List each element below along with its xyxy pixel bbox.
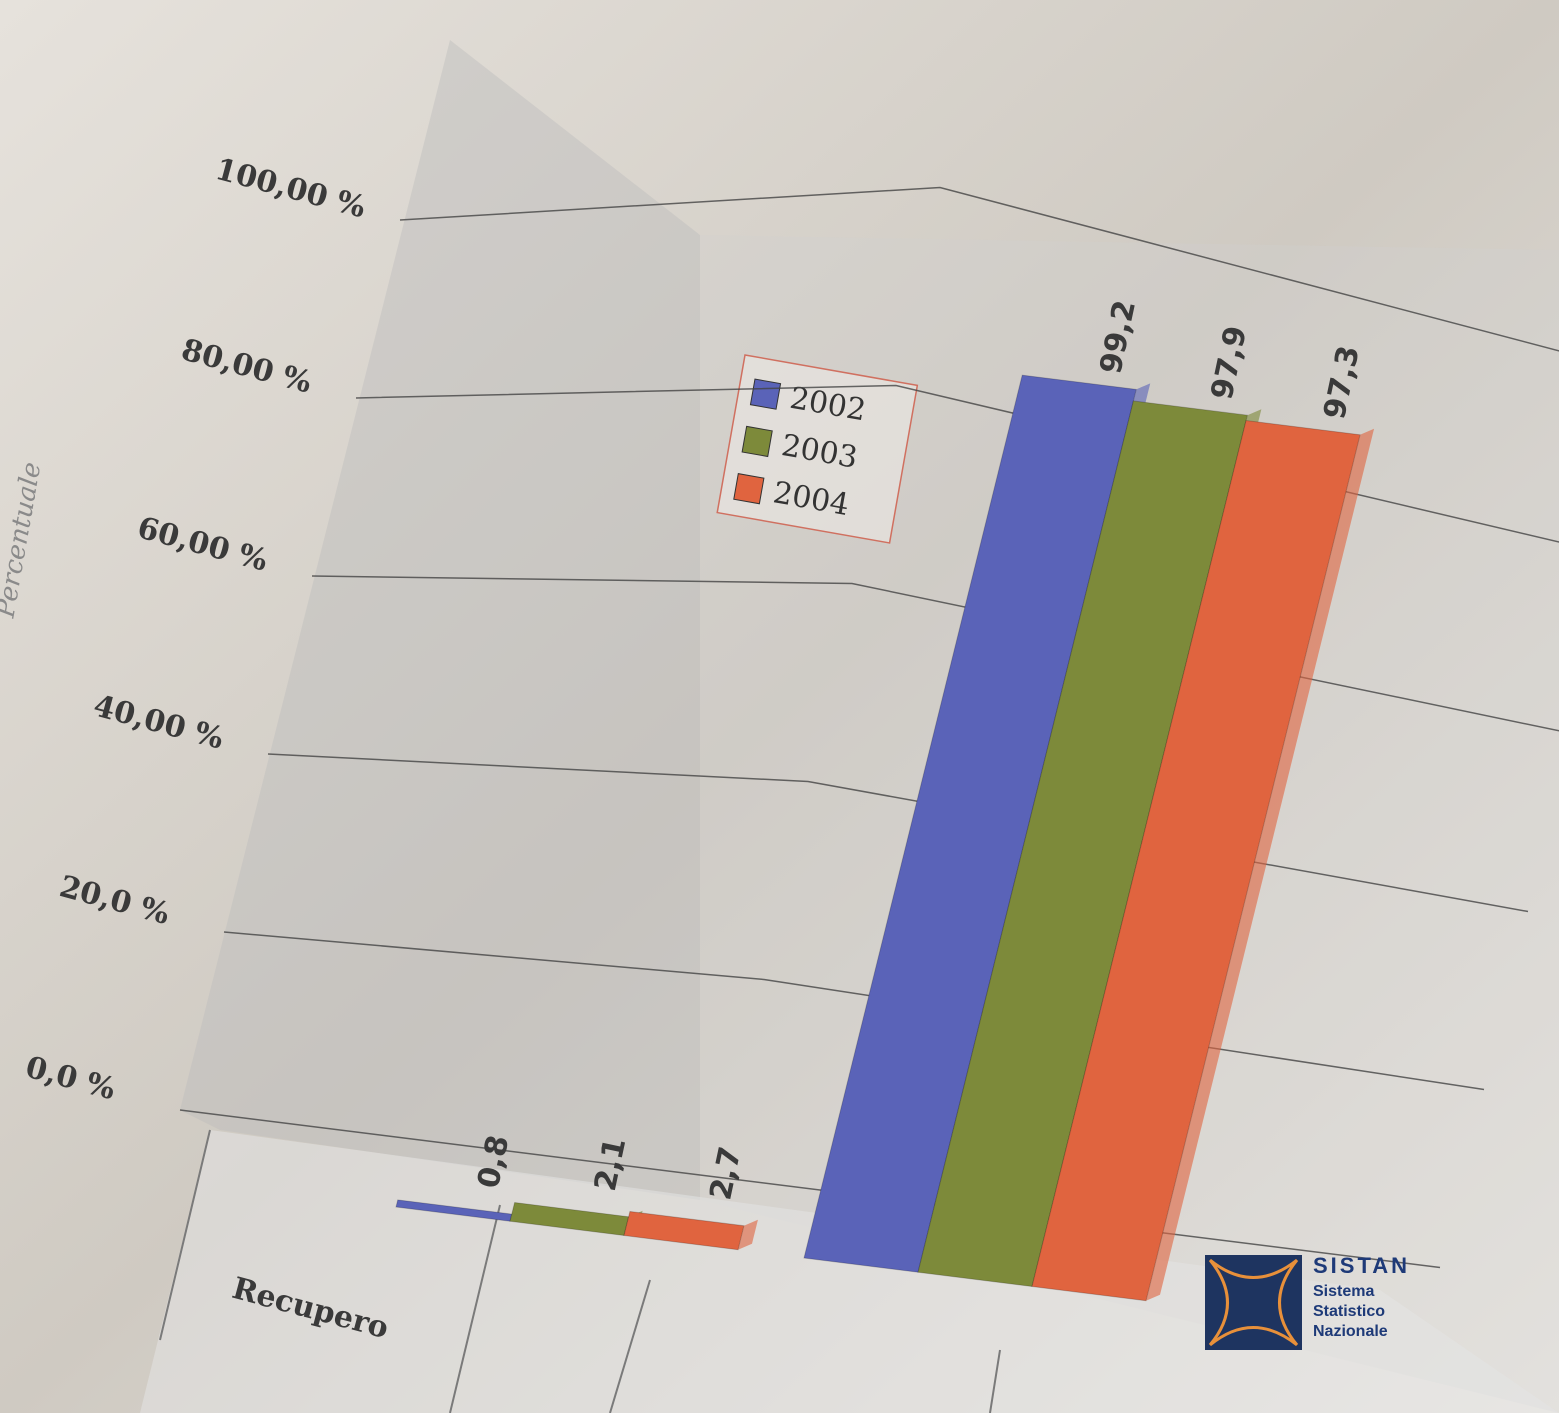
grid-line bbox=[223, 931, 1485, 1091]
bar bbox=[917, 400, 1249, 1288]
floor-lines bbox=[159, 1129, 1001, 1413]
grid-line bbox=[267, 753, 1529, 913]
bar bbox=[1031, 419, 1361, 1302]
grid-line bbox=[355, 384, 1559, 543]
logo-line: Sistema bbox=[1313, 1283, 1374, 1300]
logo: SISTAN Sistema Statistico Nazionale bbox=[1205, 1253, 1410, 1350]
floor bbox=[140, 1130, 1559, 1413]
legend-swatch bbox=[749, 378, 782, 410]
grid-line bbox=[179, 1109, 1441, 1269]
legend-swatch bbox=[733, 473, 765, 505]
bar-side bbox=[738, 1219, 758, 1250]
grid-line bbox=[311, 575, 1559, 732]
legend-swatch bbox=[741, 425, 773, 458]
back-wall bbox=[180, 40, 700, 1200]
logo-pattern bbox=[1208, 1258, 1299, 1347]
logo-title: SISTAN bbox=[1313, 1253, 1410, 1278]
bar bbox=[623, 1210, 745, 1251]
bar bbox=[803, 374, 1137, 1273]
logo-line: Statistico bbox=[1313, 1303, 1385, 1320]
logo-line: Nazionale bbox=[1313, 1323, 1388, 1340]
logo-mark bbox=[1205, 1255, 1302, 1350]
bar-side bbox=[1146, 428, 1375, 1301]
grid-line bbox=[399, 186, 1559, 352]
